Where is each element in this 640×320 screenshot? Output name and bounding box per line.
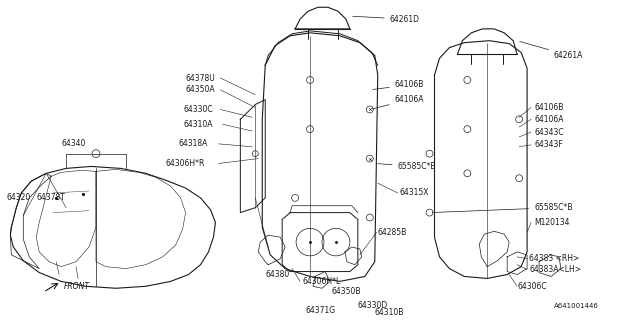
Text: 64343F: 64343F [534,140,563,149]
Text: 64383A<LH>: 64383A<LH> [529,265,581,274]
Text: 65585C*B: 65585C*B [432,203,573,212]
Text: 64310A: 64310A [184,120,213,129]
Text: 64306H*L: 64306H*L [302,277,340,286]
Text: 64343C: 64343C [534,128,564,137]
Text: 64306C: 64306C [517,282,547,291]
Text: 64380: 64380 [265,270,289,279]
Text: FRONT: FRONT [64,282,90,291]
Text: M120134: M120134 [534,218,570,227]
Text: 64106B: 64106B [534,103,563,112]
Text: 64330D: 64330D [358,301,388,310]
Text: 64106A: 64106A [372,95,424,109]
Text: 64378U: 64378U [186,74,215,83]
Text: 64261A: 64261A [520,42,583,60]
Text: 64330C: 64330C [184,105,213,114]
Text: 64320: 64320 [6,193,31,202]
Text: 64285B: 64285B [378,228,407,237]
Text: 64106A: 64106A [534,115,564,124]
Text: 64350B: 64350B [332,287,362,296]
Text: 64315X: 64315X [399,188,429,197]
Text: A641001446: A641001446 [554,303,599,309]
Text: 64310B: 64310B [375,308,404,317]
Text: 64306H*R: 64306H*R [166,159,205,168]
Text: 64340: 64340 [61,139,86,148]
Text: 64383 <RH>: 64383 <RH> [529,254,579,263]
Text: 64261D: 64261D [353,15,420,24]
Text: 64106B: 64106B [372,80,424,90]
Text: 65585C*B: 65585C*B [378,162,436,171]
Text: 64371G: 64371G [305,306,335,315]
Text: 64318A: 64318A [179,139,208,148]
Text: 64378T: 64378T [36,193,65,202]
Text: 64350A: 64350A [186,85,215,94]
